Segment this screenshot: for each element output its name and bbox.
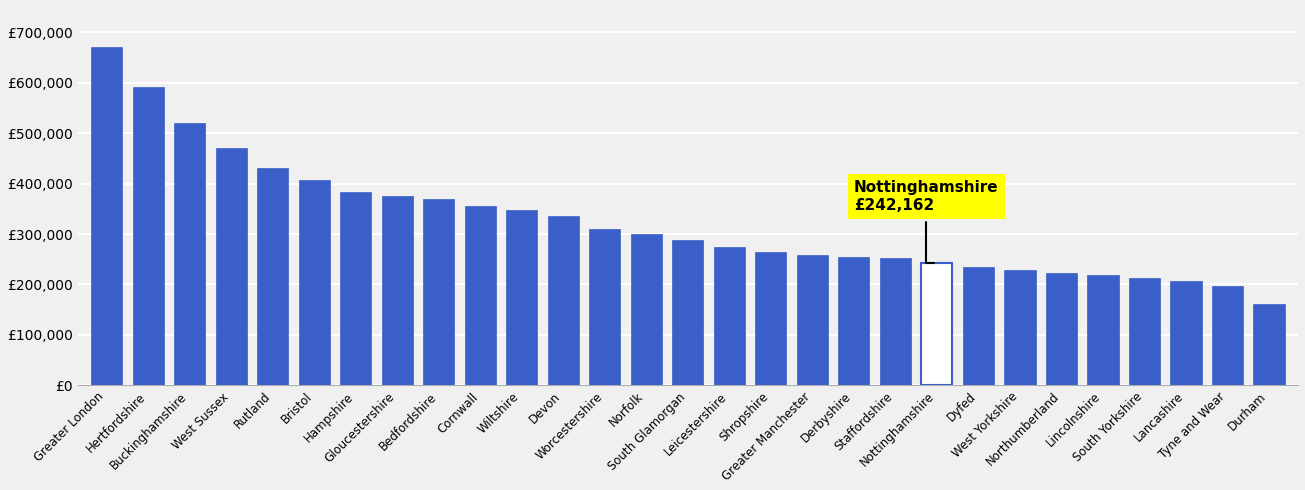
- Bar: [257, 169, 288, 386]
- Bar: [1253, 304, 1284, 386]
- Bar: [465, 206, 496, 386]
- Bar: [506, 210, 538, 386]
- Bar: [1005, 270, 1035, 386]
- Bar: [1045, 273, 1077, 386]
- Bar: [880, 258, 911, 386]
- Text: Nottinghamshire
£242,162: Nottinghamshire £242,162: [853, 180, 998, 263]
- Bar: [1212, 286, 1244, 386]
- Bar: [1129, 278, 1160, 386]
- Bar: [382, 196, 412, 386]
- Bar: [672, 240, 703, 386]
- Bar: [299, 179, 330, 386]
- Bar: [548, 217, 579, 386]
- Bar: [590, 229, 620, 386]
- Bar: [1087, 275, 1118, 386]
- Bar: [963, 267, 994, 386]
- Bar: [630, 234, 662, 386]
- Bar: [91, 48, 123, 386]
- Bar: [921, 263, 953, 386]
- Bar: [133, 87, 164, 386]
- Bar: [756, 252, 787, 386]
- Bar: [797, 255, 827, 386]
- Bar: [341, 192, 372, 386]
- Bar: [423, 198, 454, 386]
- Bar: [838, 257, 869, 386]
- Bar: [1171, 281, 1202, 386]
- Bar: [215, 147, 247, 386]
- Bar: [174, 123, 205, 386]
- Bar: [714, 246, 745, 386]
